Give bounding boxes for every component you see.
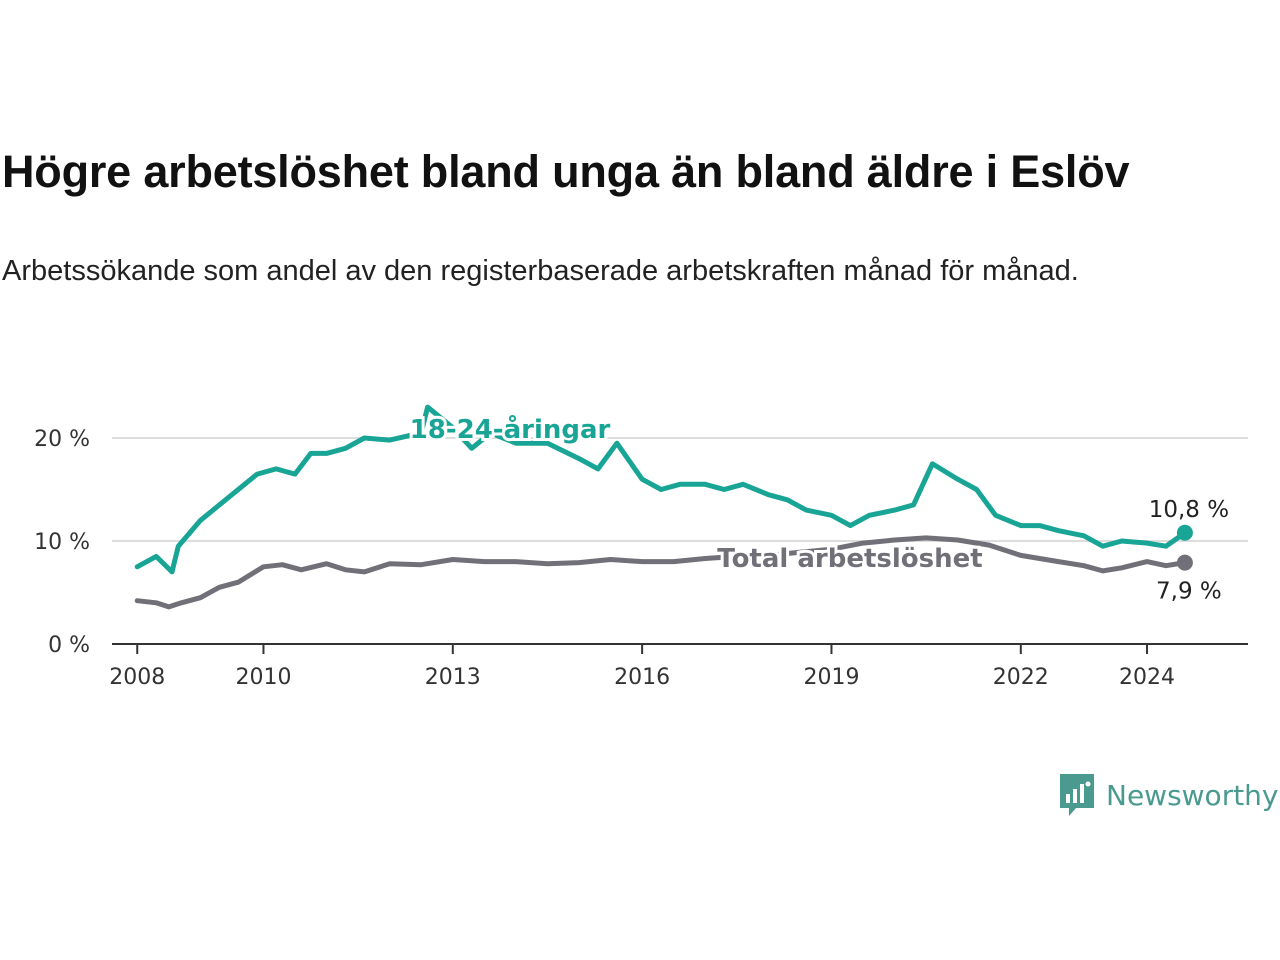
y-tick-label: 20 %: [34, 427, 90, 452]
y-tick-label: 0 %: [48, 633, 90, 658]
end-point-youth: [1176, 524, 1193, 541]
line-chart: 0 % 10 % 20 % 2008 2010 2013 2016 2019 2022 2024 1…: [34, 404, 1248, 690]
x-tick-label: 2024: [1119, 665, 1175, 690]
series-label-youth: 18-24-åringar: [410, 413, 611, 445]
chart-subtitle: Arbetssökande som andel av den registerb…: [2, 255, 1079, 287]
series-label-total: Total arbetslöshet: [717, 544, 982, 574]
series-line-total: [134, 535, 1188, 610]
x-tick-label: 2016: [614, 665, 670, 690]
end-label-youth: 10,8 %: [1149, 497, 1229, 523]
chart-title: Högre arbetslöshet bland unga än bland ä…: [2, 146, 1130, 197]
end-point-total: [1176, 554, 1193, 571]
y-tick-label: 10 %: [34, 530, 90, 555]
x-tick-label: 2013: [425, 665, 481, 690]
brand-name: Newsworthy: [1106, 778, 1279, 812]
series-line-youth: [134, 404, 1188, 575]
x-tick-label: 2010: [235, 665, 291, 690]
x-tick-label: 2019: [803, 665, 859, 690]
end-label-total: 7,9 %: [1156, 579, 1222, 605]
newsworthy-icon: [1060, 774, 1094, 816]
x-tick-label: 2022: [993, 665, 1049, 690]
brand-logo: Newsworthy: [1058, 772, 1279, 818]
x-tick-label: 2008: [109, 665, 165, 690]
